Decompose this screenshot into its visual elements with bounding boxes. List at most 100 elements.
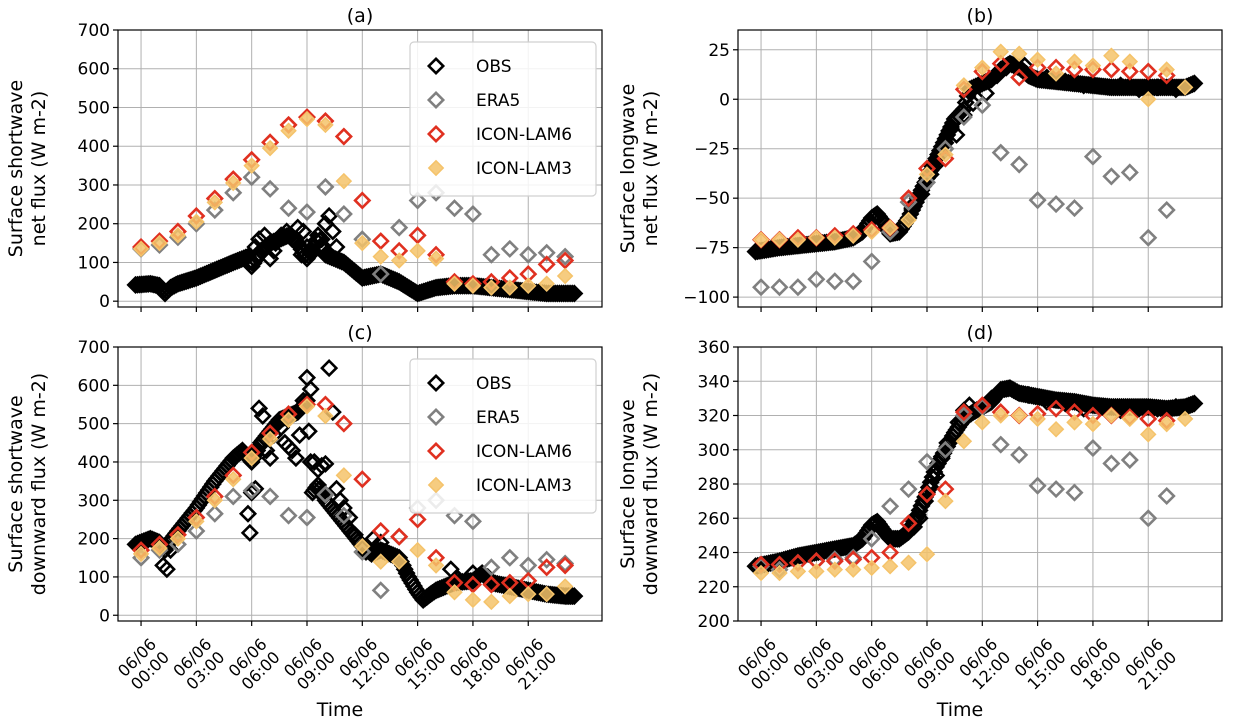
obs-point — [272, 226, 291, 245]
x-tick-label: 06/0606:00 — [845, 635, 904, 694]
x-tick-label: 06/0603:00 — [169, 635, 228, 694]
icon-lam3-point — [298, 398, 316, 415]
era5-point — [1102, 167, 1121, 186]
obs-point — [1148, 399, 1167, 418]
y-tick-label: 280 — [698, 475, 730, 495]
obs-point — [1111, 76, 1130, 95]
obs-point — [301, 380, 320, 399]
obs-point — [947, 125, 966, 144]
legend-label-obs: OBS — [476, 57, 512, 77]
icon-lam3-point — [900, 211, 917, 229]
icon-lam3-point — [132, 240, 150, 258]
x-tick-label: 06/0600:00 — [114, 635, 173, 694]
icon-lam6-point — [1010, 68, 1029, 87]
era5-point — [537, 243, 556, 262]
era5-point — [371, 265, 390, 284]
icon-lam3-point — [206, 492, 224, 509]
obs-point — [340, 508, 359, 527]
legend-marker-obs — [426, 373, 446, 393]
era5-point — [807, 270, 826, 289]
icon-lam6-point — [1139, 62, 1158, 81]
icon-lam3-point — [538, 275, 555, 293]
legend-marker-icon-lam6 — [426, 441, 446, 461]
icon-lam3-point — [955, 432, 973, 450]
icon-lam3-point — [900, 554, 917, 572]
obs-point — [982, 389, 1001, 408]
x-axis-label: Time — [936, 699, 984, 721]
icon-lam3-point — [501, 279, 519, 296]
era5-point — [899, 480, 918, 499]
plot-area — [746, 379, 1204, 582]
y-tick-label: 300 — [78, 176, 110, 196]
obs-point — [261, 449, 280, 468]
icon-lam3-point — [519, 585, 537, 603]
era5-point — [1028, 191, 1047, 210]
y-axis-label: Surface longwavedownward flux (W m-2) — [617, 373, 662, 595]
y-tick-label: 200 — [78, 215, 110, 235]
icon-lam3-point — [390, 553, 408, 570]
era5-point — [261, 487, 280, 506]
legend-box — [409, 358, 597, 514]
obs-point — [250, 399, 269, 418]
obs-point — [1129, 80, 1149, 99]
obs-point — [240, 523, 259, 542]
icon-lam3-point — [863, 223, 880, 241]
icon-lam3-point — [881, 219, 899, 237]
panel-a: 0 100 200 300 400 500 600 700 (a) Surface shortwa… — [5, 5, 603, 312]
obs-point — [320, 206, 339, 225]
y-tick-label: −25 — [694, 140, 730, 160]
x-tick-label: 06/0615:00 — [1011, 635, 1070, 694]
y-tick-label: 0 — [719, 90, 730, 110]
icon-lam6-point — [482, 575, 501, 594]
era5-point — [279, 506, 298, 525]
icon-lam3-point — [169, 530, 187, 547]
obs-point — [1056, 72, 1075, 91]
legend-label-icon-lam3: ICON-LAM3 — [476, 476, 572, 496]
icon-lam3-point — [955, 77, 973, 94]
icon-lam6-point — [537, 255, 556, 274]
y-tick-label: −100 — [683, 288, 730, 308]
era5-point — [556, 554, 575, 573]
icon-lam3-point — [372, 248, 390, 265]
icon-lam3-point — [446, 275, 463, 293]
y-tick-label: 25 — [708, 41, 730, 61]
x-axis-label: Time — [316, 699, 364, 721]
icon-lam6-point — [371, 521, 390, 540]
icon-lam3-point — [427, 557, 445, 574]
legend-label-icon-lam6: ICON-LAM6 — [476, 442, 572, 462]
panel-title: (d) — [967, 322, 994, 344]
icon-lam3-point — [188, 213, 205, 231]
era5-point — [1102, 454, 1121, 473]
icon-lam3-point — [1158, 61, 1175, 78]
obs-point — [157, 560, 176, 579]
obs-point — [565, 587, 584, 606]
y-tick-label: 600 — [78, 60, 110, 80]
x-tick-label: 06/0612:00 — [335, 635, 394, 694]
icon-lam3-point — [188, 513, 205, 530]
icon-lam6-point — [917, 485, 937, 504]
icon-lam3-point — [1029, 51, 1046, 68]
legend-marker-obs — [426, 56, 446, 76]
obs-point — [1148, 78, 1167, 97]
obs-point — [242, 483, 261, 502]
icon-lam3-point — [538, 585, 555, 603]
icon-lam3-point — [826, 561, 844, 578]
era5-point — [1157, 486, 1176, 506]
obs-point — [557, 587, 577, 606]
icon-lam6-point — [991, 54, 1010, 73]
era5-point — [1028, 476, 1047, 495]
icon-lam3-point — [1103, 407, 1120, 424]
obs-point — [441, 560, 460, 579]
icon-lam6-point — [353, 470, 372, 489]
icon-lam3-point — [1176, 79, 1194, 96]
era5-point — [556, 247, 575, 266]
era5-point — [371, 581, 390, 600]
icon-lam6-point — [353, 191, 372, 210]
obs-point — [1093, 397, 1112, 416]
era5-point — [936, 440, 955, 459]
icon-lam3-point — [483, 593, 500, 611]
icon-lam3-point — [243, 157, 260, 174]
obs-point — [997, 58, 1016, 77]
legend-marker-icon-lam6 — [426, 124, 446, 144]
icon-lam3-point — [501, 587, 519, 605]
